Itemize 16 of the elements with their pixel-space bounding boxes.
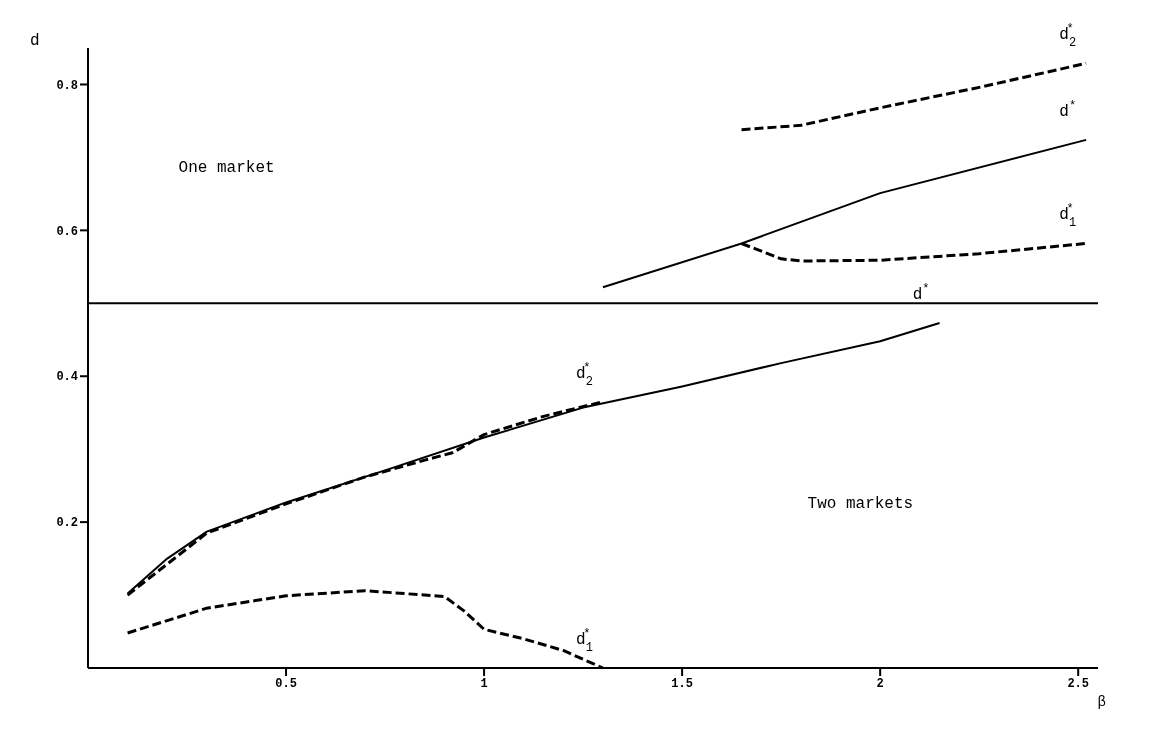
series-label: d$^{*}$ — [912, 281, 930, 304]
x-tick-label: 0.5 — [275, 676, 297, 691]
x-tick-label: 2 — [876, 676, 884, 691]
y-tick-label: 0.6 — [56, 224, 78, 239]
y-tick-label: 0.4 — [56, 370, 78, 385]
x-tick-label: 1.5 — [671, 676, 693, 691]
annotation: Two markets — [807, 494, 914, 513]
y-tick-label: 0.8 — [56, 78, 78, 93]
annotation: One market — [178, 159, 275, 177]
y-axis-title: d — [30, 32, 40, 51]
y-tick-label: 0.2 — [56, 516, 78, 531]
series-label: d$^{*}$ — [1059, 98, 1077, 121]
line-series — [601, 138, 1088, 289]
x-axis-title: β — [1097, 694, 1106, 710]
x-tick-label: 2.5 — [1067, 676, 1089, 691]
x-tick-label: 1 — [480, 676, 488, 691]
